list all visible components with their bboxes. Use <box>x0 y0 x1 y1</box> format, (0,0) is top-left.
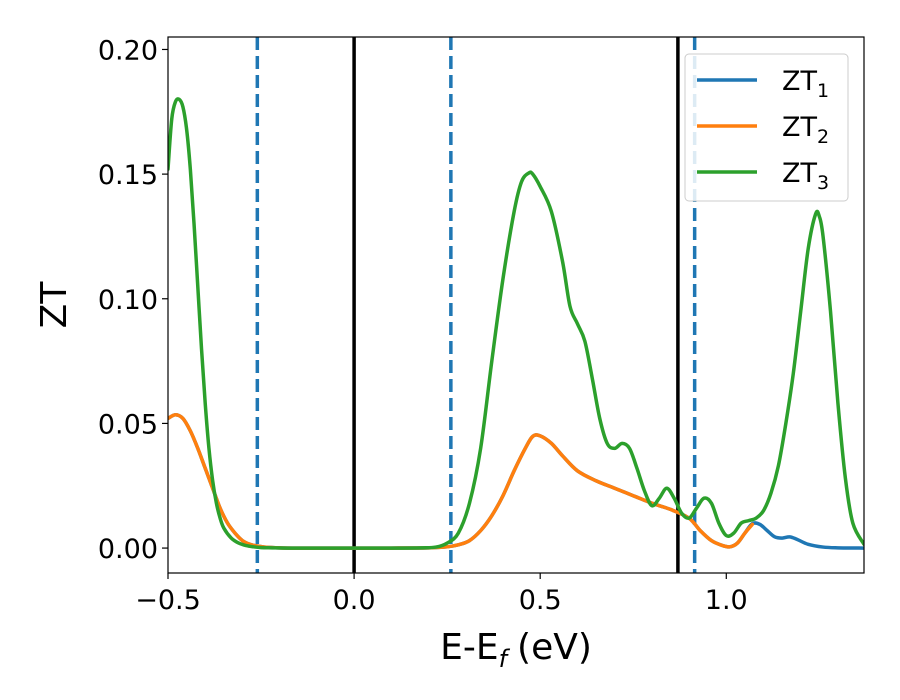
series-line-zt1 <box>168 412 864 550</box>
y-tick-label: 0.05 <box>98 409 158 440</box>
y-axis-ticks: 0.00 0.05 0.10 0.15 0.20 <box>98 35 168 565</box>
legend: ZT1 ZT2 ZT3 <box>684 53 849 202</box>
y-tick-label: 0.20 <box>98 35 158 66</box>
x-tick-label: 1.0 <box>705 585 748 616</box>
x-axis-title-unit: (eV) <box>517 627 592 668</box>
legend-label-zt3: ZT3 <box>782 158 829 194</box>
y-axis-title: ZT <box>34 281 75 329</box>
x-axis-title-subscript: f <box>499 645 511 673</box>
x-axis-ticks: −0.5 0.0 0.5 1.0 <box>135 573 748 616</box>
legend-label-zt2: ZT2 <box>782 112 829 148</box>
series-layer <box>168 97 864 550</box>
x-tick-label: 0.0 <box>333 585 376 616</box>
legend-box <box>684 53 849 202</box>
y-tick-label: 0.00 <box>98 534 158 565</box>
x-axis-title: E-Ef (eV) <box>440 627 592 673</box>
x-tick-label: −0.5 <box>135 585 201 616</box>
legend-label-zt1: ZT1 <box>782 66 829 102</box>
y-tick-label: 0.10 <box>98 285 158 316</box>
y-tick-label: 0.15 <box>98 160 158 191</box>
x-axis-title-main: E-E <box>440 627 498 668</box>
plot-frame <box>167 36 865 574</box>
vertical-reference-lines <box>255 37 697 573</box>
series-line-zt3 <box>168 97 864 550</box>
x-tick-label: 0.5 <box>519 585 562 616</box>
